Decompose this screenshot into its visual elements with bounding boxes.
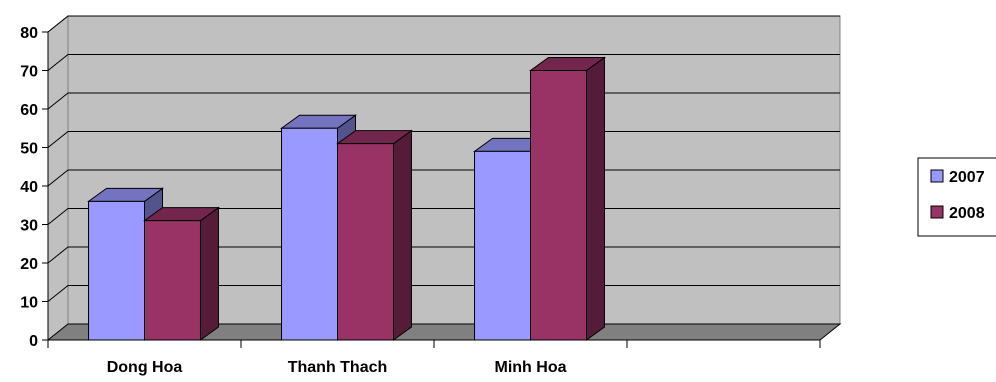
bar-front-face xyxy=(337,143,394,341)
y-tick-label: 20 xyxy=(20,256,38,273)
legend-swatch xyxy=(930,169,944,183)
y-gridline xyxy=(47,15,840,33)
bar-side-face xyxy=(199,206,219,341)
bar-side-face xyxy=(392,129,412,341)
bar-front-face xyxy=(530,70,587,341)
bar-front-face xyxy=(144,220,201,341)
x-tick-label: Thanh Thach xyxy=(288,359,388,376)
y-tick-label: 60 xyxy=(20,102,38,119)
legend-label: 2008 xyxy=(949,205,985,222)
y-gridline xyxy=(47,54,840,71)
y-tick-label: 40 xyxy=(20,179,38,196)
bar-side-face xyxy=(585,56,605,341)
y-tick-label: 70 xyxy=(20,64,38,81)
legend-label: 2007 xyxy=(949,169,985,186)
y-tick-label: 30 xyxy=(20,218,38,235)
y-tick-label: 0 xyxy=(29,333,38,350)
y-tick-label: 50 xyxy=(20,141,38,158)
y-tick-label: 10 xyxy=(20,295,38,312)
bar xyxy=(528,56,607,341)
bar-front-face xyxy=(281,127,338,341)
bar-front-face xyxy=(88,200,145,341)
x-tick-label: Dong Hoa xyxy=(107,359,183,376)
x-tick-label: Minh Hoa xyxy=(495,359,567,376)
bar xyxy=(335,129,414,341)
bar xyxy=(142,206,221,341)
bar-front-face xyxy=(474,150,531,341)
legend-swatch xyxy=(930,205,944,219)
y-tick-label: 80 xyxy=(20,25,38,42)
